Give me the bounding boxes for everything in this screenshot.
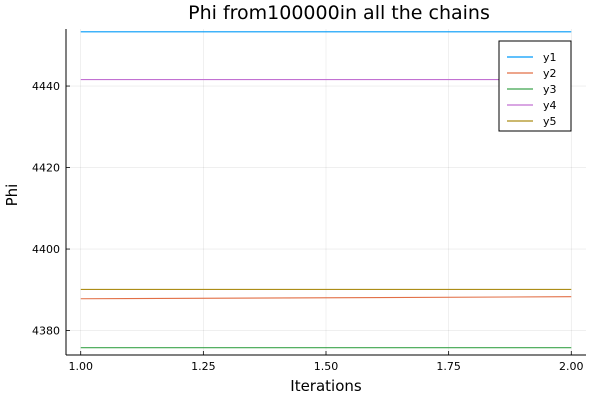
legend-box	[498, 40, 572, 132]
axes	[65, 29, 586, 356]
legend-label-y3: y3	[543, 83, 557, 96]
legend-label-y4: y4	[543, 99, 557, 112]
y-tick-label: 4440	[32, 80, 60, 93]
tick-labels: 1.00 1.25 1.50 1.75 2.00 4380 4400 4420 4440	[32, 80, 584, 373]
x-tick-label: 1.75	[436, 360, 461, 373]
x-tick-label: 1.25	[191, 360, 216, 373]
legend-label-y1: y1	[543, 51, 557, 64]
series-lines	[80, 31, 572, 349]
legend-label-y2: y2	[543, 67, 557, 80]
y-tick-label: 4400	[32, 243, 60, 256]
x-tick-label: 2.00	[559, 360, 584, 373]
chart-title: Phi from100000in all the chains	[188, 2, 490, 24]
y-tick-label: 4380	[32, 325, 60, 338]
y-axis-label: Phi	[3, 184, 21, 207]
x-axis-label: Iterations	[290, 377, 362, 395]
legend-label-y5: y5	[543, 115, 557, 128]
x-tick-label: 1.00	[68, 360, 93, 373]
x-tick-label: 1.50	[314, 360, 339, 373]
legend: y1 y2 y3 y4 y5	[498, 40, 572, 132]
y-tick-label: 4420	[32, 162, 60, 175]
series-line-y2	[80, 296, 572, 300]
